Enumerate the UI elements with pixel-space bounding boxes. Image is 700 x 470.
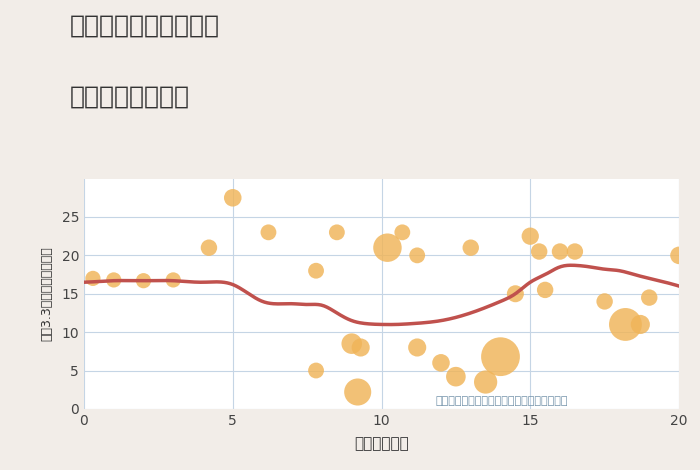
Point — [310, 367, 321, 374]
Point — [480, 378, 491, 386]
Point — [644, 294, 655, 301]
Point — [620, 321, 631, 328]
Point — [533, 248, 545, 255]
Point — [540, 286, 551, 294]
Point — [673, 251, 685, 259]
Point — [599, 298, 610, 305]
Point — [569, 248, 580, 255]
Point — [525, 233, 536, 240]
Point — [397, 228, 408, 236]
Point — [310, 267, 321, 274]
Point — [554, 248, 566, 255]
Point — [108, 276, 119, 284]
Text: 駅距離別土地価格: 駅距離別土地価格 — [70, 85, 190, 109]
Point — [263, 228, 274, 236]
Text: 円の大きさは、取引のあった物件面積を示す: 円の大きさは、取引のあった物件面積を示す — [435, 396, 568, 406]
Point — [138, 277, 149, 284]
Point — [203, 244, 214, 251]
Text: 兵庫県赤穂市南宮町の: 兵庫県赤穂市南宮町の — [70, 14, 220, 38]
Y-axis label: 坪（3.3㎡）単価（万円）: 坪（3.3㎡）単価（万円） — [40, 246, 53, 341]
Point — [435, 359, 447, 367]
Point — [352, 388, 363, 396]
Point — [450, 373, 461, 380]
Point — [355, 344, 366, 351]
Point — [227, 194, 238, 202]
Point — [412, 344, 423, 351]
Point — [495, 353, 506, 360]
Point — [635, 321, 646, 328]
Point — [168, 276, 179, 284]
Point — [412, 251, 423, 259]
Point — [510, 290, 521, 298]
Point — [346, 340, 357, 347]
X-axis label: 駅距離（分）: 駅距離（分） — [354, 436, 409, 451]
Point — [88, 274, 99, 282]
Point — [382, 244, 393, 251]
Point — [465, 244, 476, 251]
Point — [331, 228, 342, 236]
